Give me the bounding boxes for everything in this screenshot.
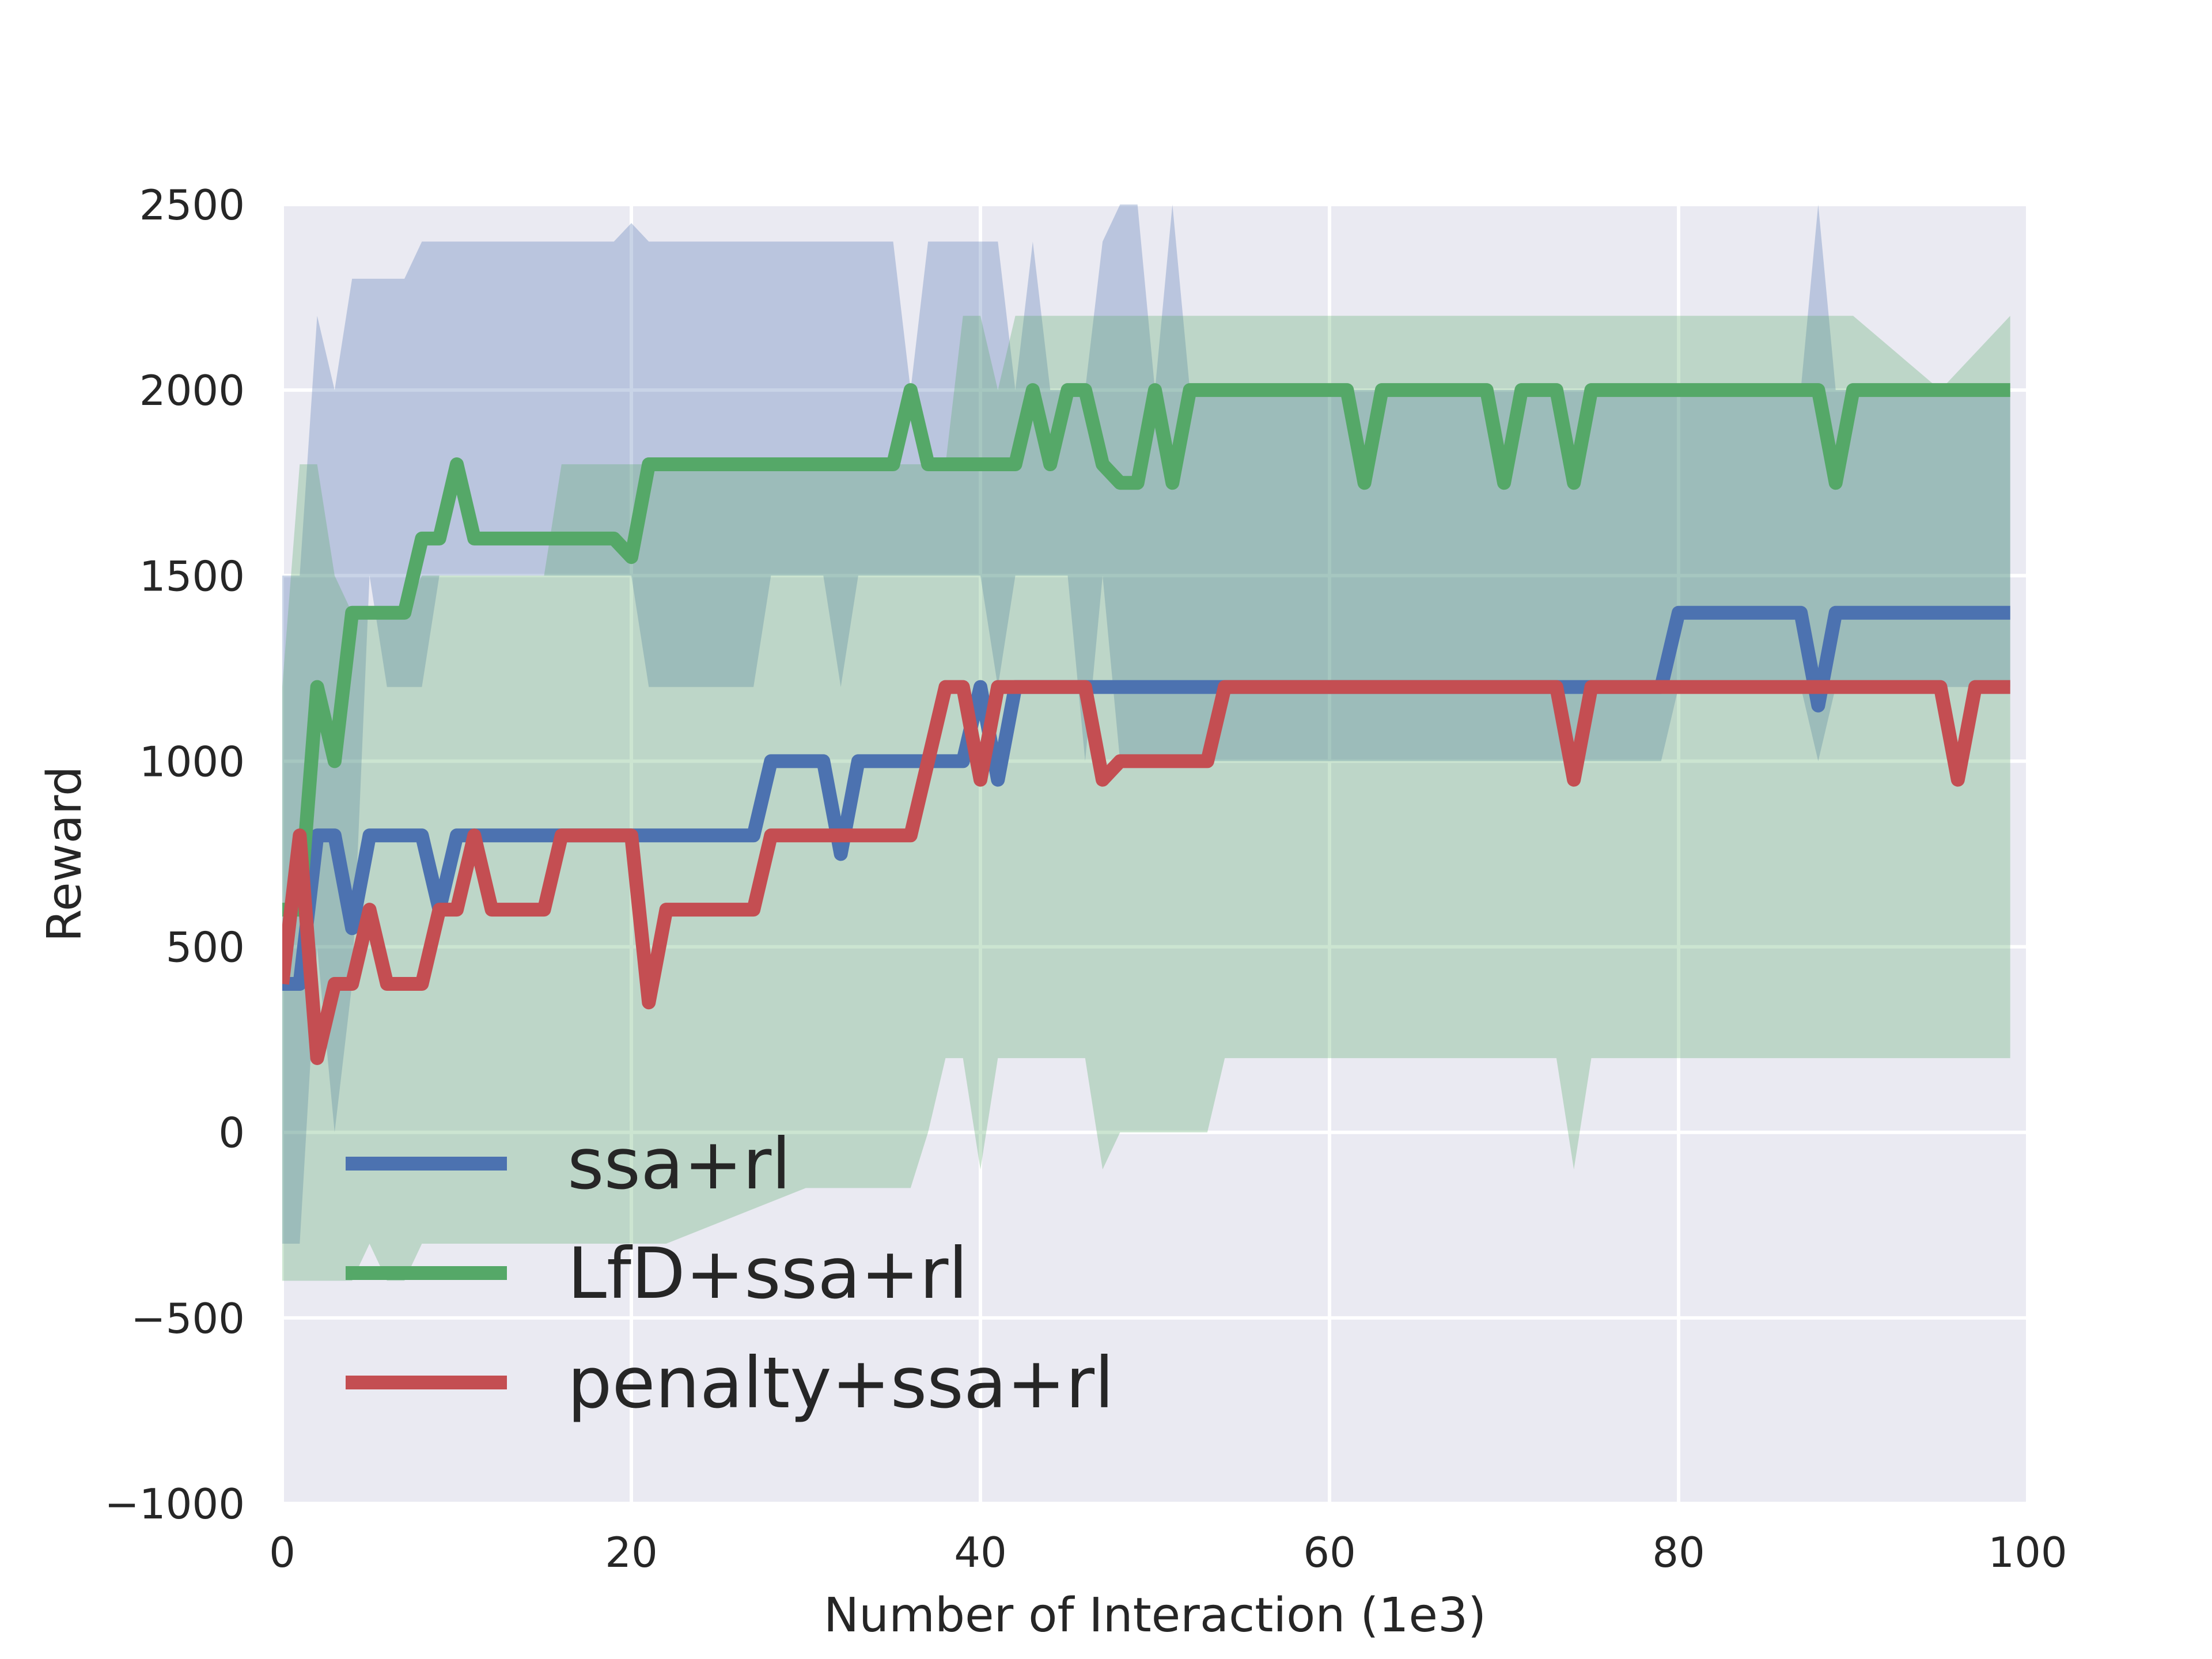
x-tick-label: 0 xyxy=(269,1528,296,1577)
x-tick-label: 80 xyxy=(1652,1528,1705,1577)
y-tick-label: −500 xyxy=(131,1294,245,1343)
line-ssa+rl xyxy=(282,605,2010,991)
x-tick-label: 100 xyxy=(1988,1528,2067,1577)
y-tick-label: 2000 xyxy=(139,366,245,415)
y-tick-label: 1000 xyxy=(139,737,245,786)
y-tick-label: 0 xyxy=(218,1109,245,1157)
y-tick-labels: −1000 −500 0 500 1000 1500 2000 2500 xyxy=(104,181,245,1528)
y-tick-label: −1000 xyxy=(104,1480,245,1528)
x-tick-label: 60 xyxy=(1303,1528,1356,1577)
y-tick-label: 500 xyxy=(166,923,245,972)
y-tick-label: 2500 xyxy=(139,181,245,229)
series-lines xyxy=(282,383,2010,1065)
x-tick-label: 40 xyxy=(954,1528,1007,1577)
y-axis-label: Reward xyxy=(37,766,92,942)
x-tick-label: 20 xyxy=(605,1528,658,1577)
legend-label: ssa+rl xyxy=(567,1123,791,1205)
legend-label: LfD+ssa+rl xyxy=(567,1233,968,1315)
y-tick-label: 1500 xyxy=(139,552,245,600)
legend-label: penalty+ssa+rl xyxy=(567,1342,1114,1424)
legend: ssa+rl LfD+ssa+rl penalty+ssa+rl xyxy=(346,1123,1114,1424)
x-tick-labels: 0 20 40 60 80 100 xyxy=(269,1528,2067,1577)
band-LfD+ssa+rl xyxy=(282,316,2010,1281)
x-axis-label: Number of Interaction (1e3) xyxy=(824,1588,1486,1643)
line-LfD+ssa+rl xyxy=(282,383,2010,917)
line-penalty+ssa+rl xyxy=(282,680,2010,1065)
